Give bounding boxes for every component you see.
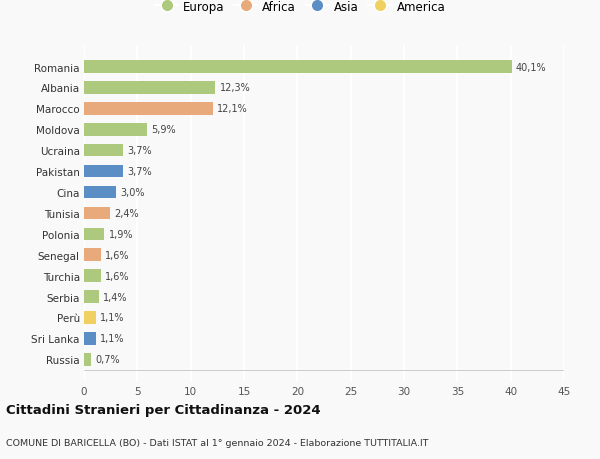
- Text: Cittadini Stranieri per Cittadinanza - 2024: Cittadini Stranieri per Cittadinanza - 2…: [6, 403, 320, 416]
- Text: 3,7%: 3,7%: [128, 146, 152, 156]
- Text: 1,4%: 1,4%: [103, 292, 128, 302]
- Text: 1,9%: 1,9%: [109, 230, 133, 239]
- Text: 12,3%: 12,3%: [220, 83, 250, 93]
- Text: 0,7%: 0,7%: [96, 354, 121, 364]
- Bar: [84, 249, 101, 262]
- Text: 1,1%: 1,1%: [100, 313, 125, 323]
- Bar: [84, 186, 116, 199]
- Text: 3,7%: 3,7%: [128, 167, 152, 177]
- Text: 1,6%: 1,6%: [106, 271, 130, 281]
- Text: 2,4%: 2,4%: [114, 208, 139, 218]
- Bar: [84, 332, 96, 345]
- Text: COMUNE DI BARICELLA (BO) - Dati ISTAT al 1° gennaio 2024 - Elaborazione TUTTITAL: COMUNE DI BARICELLA (BO) - Dati ISTAT al…: [6, 438, 428, 447]
- Bar: [84, 228, 104, 241]
- Bar: [84, 124, 147, 136]
- Bar: [84, 312, 96, 324]
- Bar: [84, 270, 101, 282]
- Text: 40,1%: 40,1%: [516, 62, 547, 73]
- Text: 12,1%: 12,1%: [217, 104, 248, 114]
- Bar: [84, 145, 124, 157]
- Bar: [84, 165, 124, 178]
- Text: 1,6%: 1,6%: [106, 250, 130, 260]
- Legend: Europa, Africa, Asia, America: Europa, Africa, Asia, America: [152, 0, 448, 16]
- Bar: [84, 291, 99, 303]
- Bar: [84, 82, 215, 95]
- Bar: [84, 103, 213, 115]
- Bar: [84, 61, 512, 73]
- Text: 3,0%: 3,0%: [120, 188, 145, 197]
- Bar: [84, 353, 91, 366]
- Text: 5,9%: 5,9%: [151, 125, 176, 135]
- Bar: [84, 207, 110, 220]
- Text: 1,1%: 1,1%: [100, 334, 125, 344]
